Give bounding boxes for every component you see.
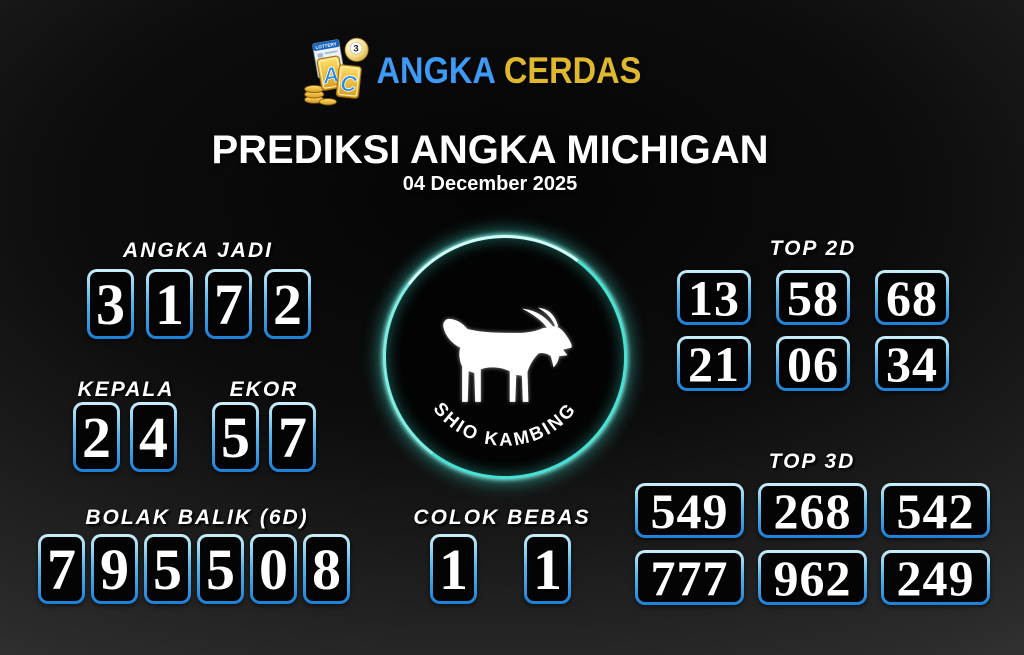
digit: 9	[94, 537, 135, 602]
number: 06	[779, 336, 847, 392]
digit-box: 0	[250, 534, 297, 604]
number-box: 68	[875, 270, 949, 326]
number: 268	[761, 483, 864, 539]
angka-jadi-label: ANGKA JADI	[123, 239, 273, 262]
bolak-balik-label: BOLAK BALIK (6D)	[85, 506, 309, 529]
number-box: 13	[677, 270, 751, 326]
page-title: PREDIKSI ANGKA MICHIGAN	[211, 128, 769, 172]
shio-circle: SHIO KAMBING	[383, 235, 627, 479]
site-logo[interactable]: LOTTERY 3 A C AN	[303, 36, 678, 106]
number: 13	[680, 270, 748, 326]
digit-box: 5	[197, 534, 244, 604]
digit-box: 2	[264, 269, 311, 339]
digit-box: 2	[73, 402, 120, 472]
page-date: 04 December 2025	[402, 173, 578, 195]
digit-box: 3	[87, 269, 134, 339]
svg-text:SHIO KAMBING: SHIO KAMBING	[430, 398, 581, 450]
digit: 2	[76, 405, 117, 470]
digit-box: 7	[38, 534, 85, 604]
digit-box: 9	[91, 534, 138, 604]
digit-box: 7	[205, 269, 252, 339]
number: 549	[638, 483, 741, 539]
number-box: 549	[635, 483, 744, 539]
number-box: 542	[881, 483, 990, 539]
digit: 1	[433, 537, 474, 602]
digit-box: 1	[146, 269, 193, 339]
number-box: 777	[635, 550, 744, 606]
number: 249	[884, 550, 987, 606]
logo-text-cerdas: CERDAS	[503, 50, 642, 91]
number-box: 249	[881, 550, 990, 606]
card-a-icon: A	[316, 55, 345, 91]
top-2d-label: TOP 2D	[769, 237, 857, 260]
digit: 7	[41, 537, 82, 602]
svg-text:A: A	[320, 62, 341, 90]
number: 542	[884, 483, 987, 539]
svg-text:3: 3	[353, 44, 358, 55]
digit: 0	[253, 537, 294, 602]
number-box: 58	[776, 270, 850, 326]
ekor-label: EKOR	[229, 378, 299, 401]
top-2d-grid: 13 58 68 21 06 34	[677, 270, 949, 392]
top-3d-label: TOP 3D	[768, 450, 856, 473]
top-3d-grid: 549 268 542 777 962 249	[635, 483, 990, 606]
digit-box: 1	[430, 534, 477, 604]
colok-bebas-label: COLOK BEBAS	[413, 506, 591, 529]
card-c-icon: C	[335, 64, 362, 99]
digit: 3	[90, 272, 131, 337]
number: 21	[680, 336, 748, 392]
shio-label-curved: SHIO KAMBING	[430, 398, 581, 450]
number-box: 962	[758, 550, 867, 606]
digit: 8	[306, 537, 347, 602]
logo-text-angka: ANGKA	[376, 50, 496, 91]
digit-box: 8	[303, 534, 350, 604]
digit: 1	[527, 537, 568, 602]
digit-box: 5	[144, 534, 191, 604]
number: 58	[779, 270, 847, 326]
number: 777	[638, 550, 741, 606]
svg-text:C: C	[339, 70, 359, 97]
digit: 5	[147, 537, 188, 602]
svg-text:LOTTERY: LOTTERY	[315, 41, 338, 50]
digit: 7	[272, 405, 313, 470]
number: 962	[761, 550, 864, 606]
digit-box: 1	[524, 534, 571, 604]
number-box: 34	[875, 336, 949, 392]
digit: 4	[133, 405, 174, 470]
number-box: 06	[776, 336, 850, 392]
number: 34	[878, 336, 946, 392]
digit: 1	[149, 272, 190, 337]
digit-box: 4	[130, 402, 177, 472]
kepala-label: KEPALA	[77, 378, 175, 401]
lottery-ball-icon: 3	[344, 37, 369, 62]
digit-box: 5	[212, 402, 259, 472]
digit: 5	[200, 537, 241, 602]
shio-label: SHIO KAMBING	[430, 398, 578, 450]
coins-icon	[304, 84, 337, 106]
goat-icon	[443, 307, 572, 402]
number: 68	[878, 270, 946, 326]
logo-text: ANGKA CERDAS	[377, 50, 642, 92]
digit: 2	[267, 272, 308, 337]
digit-box: 7	[269, 402, 316, 472]
digit: 7	[208, 272, 249, 337]
digit: 5	[215, 405, 256, 470]
lottery-logo-icon: LOTTERY 3 A C	[304, 37, 369, 106]
number-box: 268	[758, 483, 867, 539]
number-box: 21	[677, 336, 751, 392]
